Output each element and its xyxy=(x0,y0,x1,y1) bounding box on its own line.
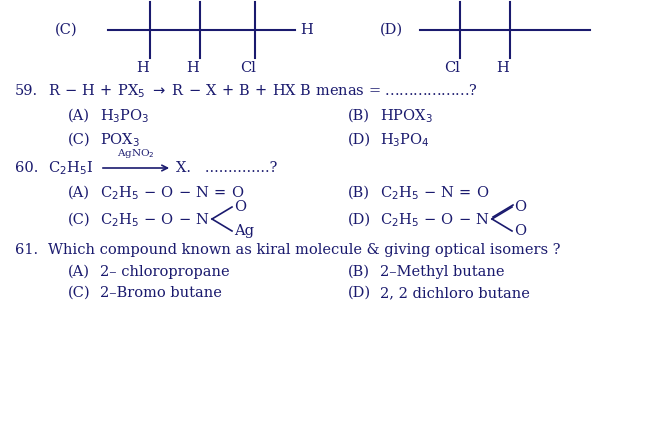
Text: O: O xyxy=(234,200,246,214)
Text: H$_3$PO$_4$: H$_3$PO$_4$ xyxy=(380,131,430,149)
Text: 60.: 60. xyxy=(15,161,38,175)
Text: Ag: Ag xyxy=(234,224,254,238)
Text: (C): (C) xyxy=(55,23,78,37)
Text: (D): (D) xyxy=(348,286,371,300)
Text: O: O xyxy=(514,200,526,214)
Text: H$_3$PO$_3$: H$_3$PO$_3$ xyxy=(100,107,149,125)
Text: C$_2$H$_5\,-\,$N$\,=\,$O: C$_2$H$_5\,-\,$N$\,=\,$O xyxy=(380,184,490,202)
Text: C$_2$H$_5\,-\,$O$\,-\,$N$\,=\,$O: C$_2$H$_5\,-\,$O$\,-\,$N$\,=\,$O xyxy=(100,184,245,202)
Text: (D): (D) xyxy=(348,213,371,227)
Text: R$\,-\,$H$\,+\,$PX$_5$ $\rightarrow$ R$\,-\,$X$\,+\,$B$\,+\,$HX B menas = ......: R$\,-\,$H$\,+\,$PX$_5$ $\rightarrow$ R$\… xyxy=(48,82,478,100)
Text: 59.: 59. xyxy=(15,84,38,98)
Text: (C): (C) xyxy=(68,286,91,300)
Text: H: H xyxy=(300,23,312,37)
Text: X.   ..............?: X. ..............? xyxy=(176,161,278,175)
Text: (D): (D) xyxy=(348,133,371,147)
Text: 2–Methyl butane: 2–Methyl butane xyxy=(380,265,505,279)
Text: AgNO$_2$: AgNO$_2$ xyxy=(117,147,155,160)
Text: POX$_3$: POX$_3$ xyxy=(100,131,140,149)
Text: C$_2$H$_5\,-\,$O$\,-\,$N: C$_2$H$_5\,-\,$O$\,-\,$N xyxy=(100,211,210,229)
Text: (D): (D) xyxy=(380,23,403,37)
Text: (A): (A) xyxy=(68,265,90,279)
Text: (A): (A) xyxy=(68,109,90,123)
Text: 2–Bromo butane: 2–Bromo butane xyxy=(100,286,222,300)
Text: (B): (B) xyxy=(348,109,370,123)
Text: Cl: Cl xyxy=(240,61,256,75)
Text: H: H xyxy=(136,61,149,75)
Text: 2– chloropropane: 2– chloropropane xyxy=(100,265,230,279)
Text: O: O xyxy=(514,224,526,238)
Text: HPOX$_3$: HPOX$_3$ xyxy=(380,107,433,125)
Text: H: H xyxy=(187,61,200,75)
Text: C$_2$H$_5\,-\,$O$\,-\,$N: C$_2$H$_5\,-\,$O$\,-\,$N xyxy=(380,211,490,229)
Text: (B): (B) xyxy=(348,265,370,279)
Text: 61.: 61. xyxy=(15,243,38,257)
Text: (C): (C) xyxy=(68,213,91,227)
Text: Cl: Cl xyxy=(444,61,460,75)
Text: (C): (C) xyxy=(68,133,91,147)
Text: Which compound known as kiral molecule & giving optical isomers ?: Which compound known as kiral molecule &… xyxy=(48,243,560,257)
Text: H: H xyxy=(497,61,509,75)
Text: (B): (B) xyxy=(348,186,370,200)
Text: 2, 2 dichloro butane: 2, 2 dichloro butane xyxy=(380,286,530,300)
Text: (A): (A) xyxy=(68,186,90,200)
Text: C$_2$H$_5$I: C$_2$H$_5$I xyxy=(48,159,93,177)
